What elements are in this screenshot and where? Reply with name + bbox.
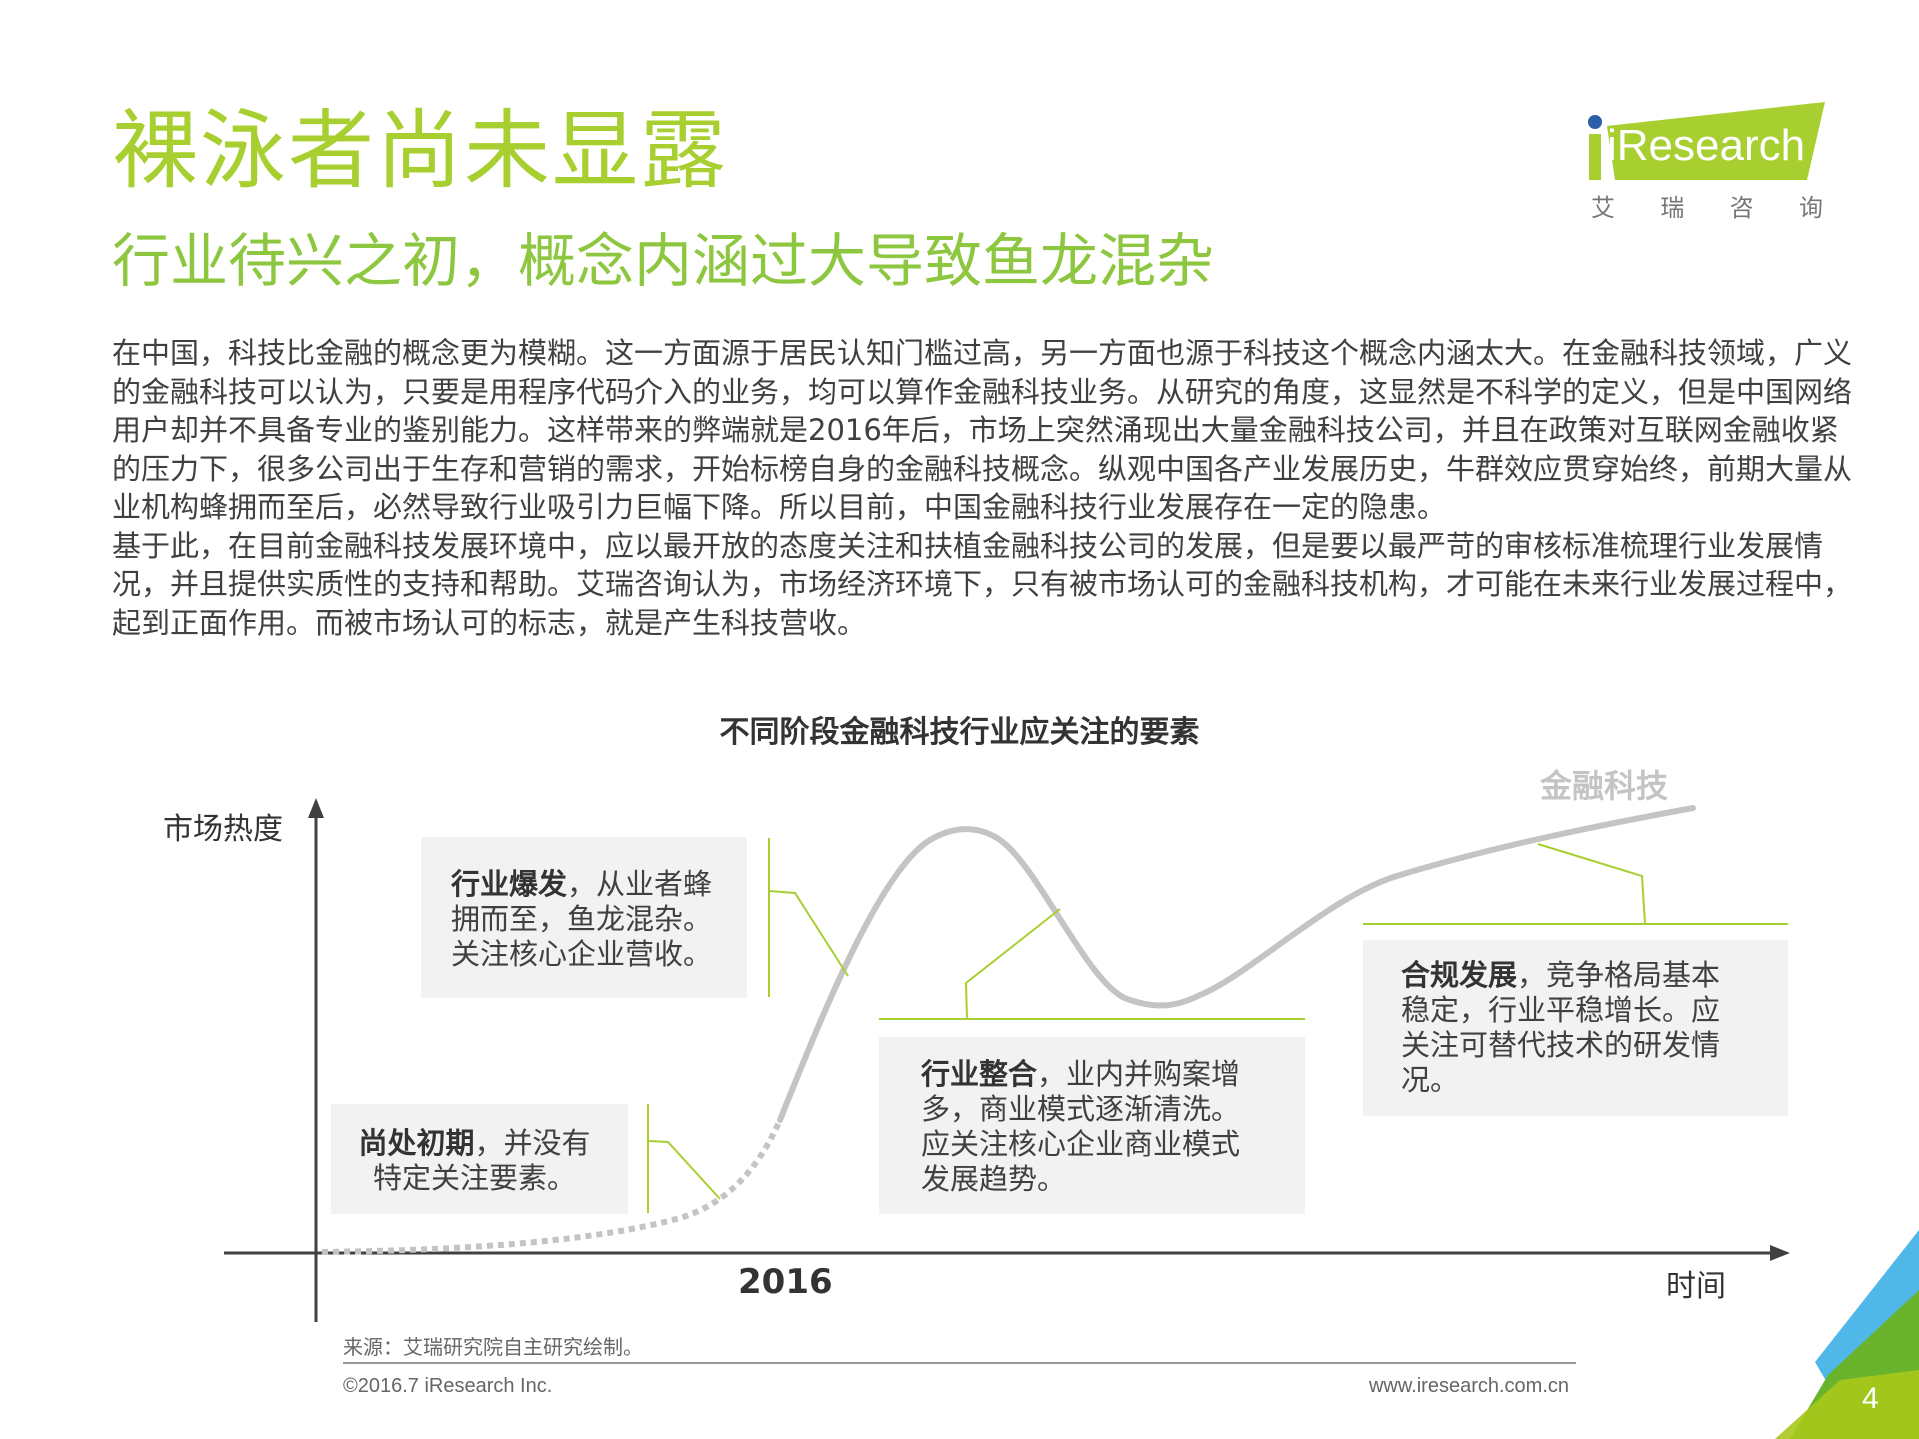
page-number: 4 [1862, 1382, 1879, 1415]
logo-cn-char: 瑞 [1660, 194, 1685, 222]
callout-early [647, 1104, 721, 1213]
page-title: 裸泳者尚未显露 [112, 101, 728, 201]
iresearch-logo: iResearch 艾 瑞 咨 询 [1585, 100, 1825, 230]
curve-main [777, 805, 1696, 1123]
y-axis [308, 798, 324, 1322]
stage-box-early: 尚处初期，并没有 特定关注要素。 [331, 1104, 628, 1214]
x-axis [224, 1245, 1790, 1261]
website-link[interactable]: www.iresearch.com.cn [1368, 1375, 1569, 1397]
source-note: 来源：艾瑞研究院自主研究绘制。 [343, 1335, 643, 1359]
logo-brand-text: iResearch [1607, 121, 1806, 170]
logo-cn-char: 询 [1798, 194, 1823, 222]
y-axis-arrow-icon [308, 798, 324, 818]
stage-box-peak: 行业爆发，从业者蜂 拥而至，鱼龙混杂。 关注核心企业营收。 [421, 837, 747, 998]
curve-early-dotted [321, 1118, 783, 1255]
body-text: 在中国，科技比金融的概念更为模糊。这一方面源于居民认知门槛过高，另一方面也源于科… [112, 334, 1852, 642]
logo-cn-char: 咨 [1729, 194, 1754, 222]
logo-band-shape [1588, 102, 1825, 180]
logo-cn-char: 艾 [1591, 194, 1615, 222]
stage-name: 尚处初期 [358, 1126, 475, 1160]
callout-peak [768, 838, 849, 997]
copyright: ©2016.7 iResearch Inc. [343, 1375, 553, 1397]
body-paragraph: 基于此，在目前金融科技发展环境中，应以最开放的态度关注和扶植金融科技公司的发展，… [112, 528, 1853, 640]
x-axis-arrow-icon [1770, 1245, 1790, 1261]
y-axis-label: 市场热度 [163, 812, 283, 847]
stage-box-plateau: 合规发展，竞争格局基本 稳定，行业平稳增长。应 关注可替代技术的研发情 况。 [1363, 940, 1788, 1116]
logo-cn-text: 艾 瑞 咨 询 [1591, 188, 1823, 223]
body-paragraph: 在中国，科技比金融的概念更为模糊。这一方面源于居民认知门槛过高，另一方面也源于科… [112, 336, 1853, 524]
stage-name: 合规发展 [1401, 958, 1518, 992]
stage-box-trough: 行业整合，业内并购案增 多，商业模式逐渐清洗。 应关注核心企业商业模式 发展趋势… [879, 1037, 1305, 1214]
chart-title: 不同阶段金融科技行业应关注的要素 [719, 715, 1200, 750]
stage-name: 行业爆发 [451, 867, 568, 901]
callout-trough [879, 908, 1305, 1020]
corner-decoration [1775, 1230, 1919, 1439]
footer-divider [343, 1362, 1576, 1364]
curve-series-label: 金融科技 [1540, 767, 1669, 805]
x-marker-2016: 2016 [738, 1262, 833, 1302]
x-axis-label: 时间 [1666, 1269, 1726, 1304]
page-subtitle: 行业待兴之初，概念内涵过大导致鱼龙混杂 [112, 227, 1215, 295]
stage-name: 行业整合 [921, 1057, 1038, 1091]
callout-plateau [1363, 843, 1788, 925]
